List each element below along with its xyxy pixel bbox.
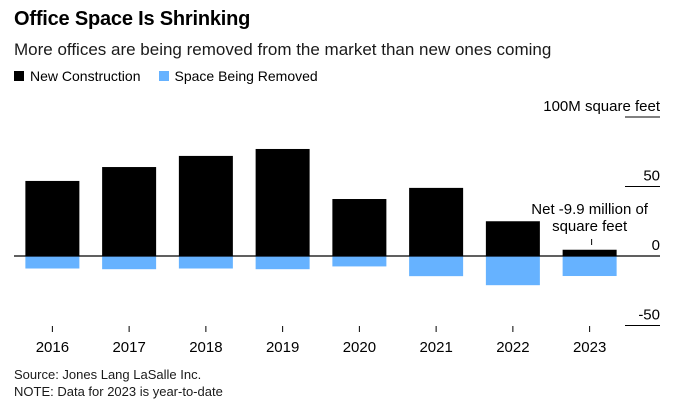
annotation-text: Net -9.9 million of: [531, 201, 649, 218]
legend-item-new-construction: New Construction: [14, 68, 141, 84]
bar-new-construction: [332, 199, 387, 256]
bar-new-construction: [255, 148, 310, 256]
bar-space-removed: [102, 256, 157, 270]
bar-new-construction: [485, 221, 540, 256]
y-tick-label: 0: [652, 237, 660, 254]
annotation-text: square feet: [552, 218, 628, 235]
x-tick-label: 2021: [419, 339, 452, 356]
source-note: Source: Jones Lang LaSalle Inc.: [14, 367, 202, 382]
y-tick-label: 100M square feet: [543, 98, 661, 115]
bar-new-construction: [409, 187, 464, 256]
bar-space-removed: [25, 256, 80, 269]
data-note: NOTE: Data for 2023 is year-to-date: [14, 384, 223, 399]
bar-space-removed: [255, 256, 310, 270]
legend: New Construction Space Being Removed: [14, 68, 336, 84]
y-tick-label: -50: [638, 307, 660, 324]
bar-space-removed: [485, 256, 540, 286]
x-tick-label: 2017: [112, 339, 145, 356]
x-tick-label: 2022: [496, 339, 529, 356]
legend-label-new-construction: New Construction: [30, 68, 141, 84]
bar-space-removed: [409, 256, 464, 277]
legend-label-space-removed: Space Being Removed: [174, 68, 318, 84]
x-tick-label: 2023: [573, 339, 606, 356]
bar-new-construction: [562, 249, 617, 256]
legend-swatch-space-removed: [158, 71, 169, 81]
x-tick-label: 2019: [266, 339, 299, 356]
bar-new-construction: [102, 167, 157, 256]
legend-item-space-removed: Space Being Removed: [158, 68, 318, 84]
x-tick-label: 2020: [343, 339, 376, 356]
legend-swatch-new-construction: [14, 71, 24, 81]
bar-space-removed: [178, 256, 233, 269]
bar-new-construction: [25, 180, 80, 256]
bar-space-removed: [562, 256, 617, 277]
x-tick-label: 2016: [36, 339, 69, 356]
chart-title: Office Space Is Shrinking: [14, 8, 251, 30]
bar-space-removed: [332, 256, 387, 267]
chart-subtitle: More offices are being removed from the …: [14, 40, 552, 59]
bar-new-construction: [178, 155, 233, 256]
x-tick-label: 2018: [189, 339, 222, 356]
y-tick-label: 50: [643, 168, 660, 185]
